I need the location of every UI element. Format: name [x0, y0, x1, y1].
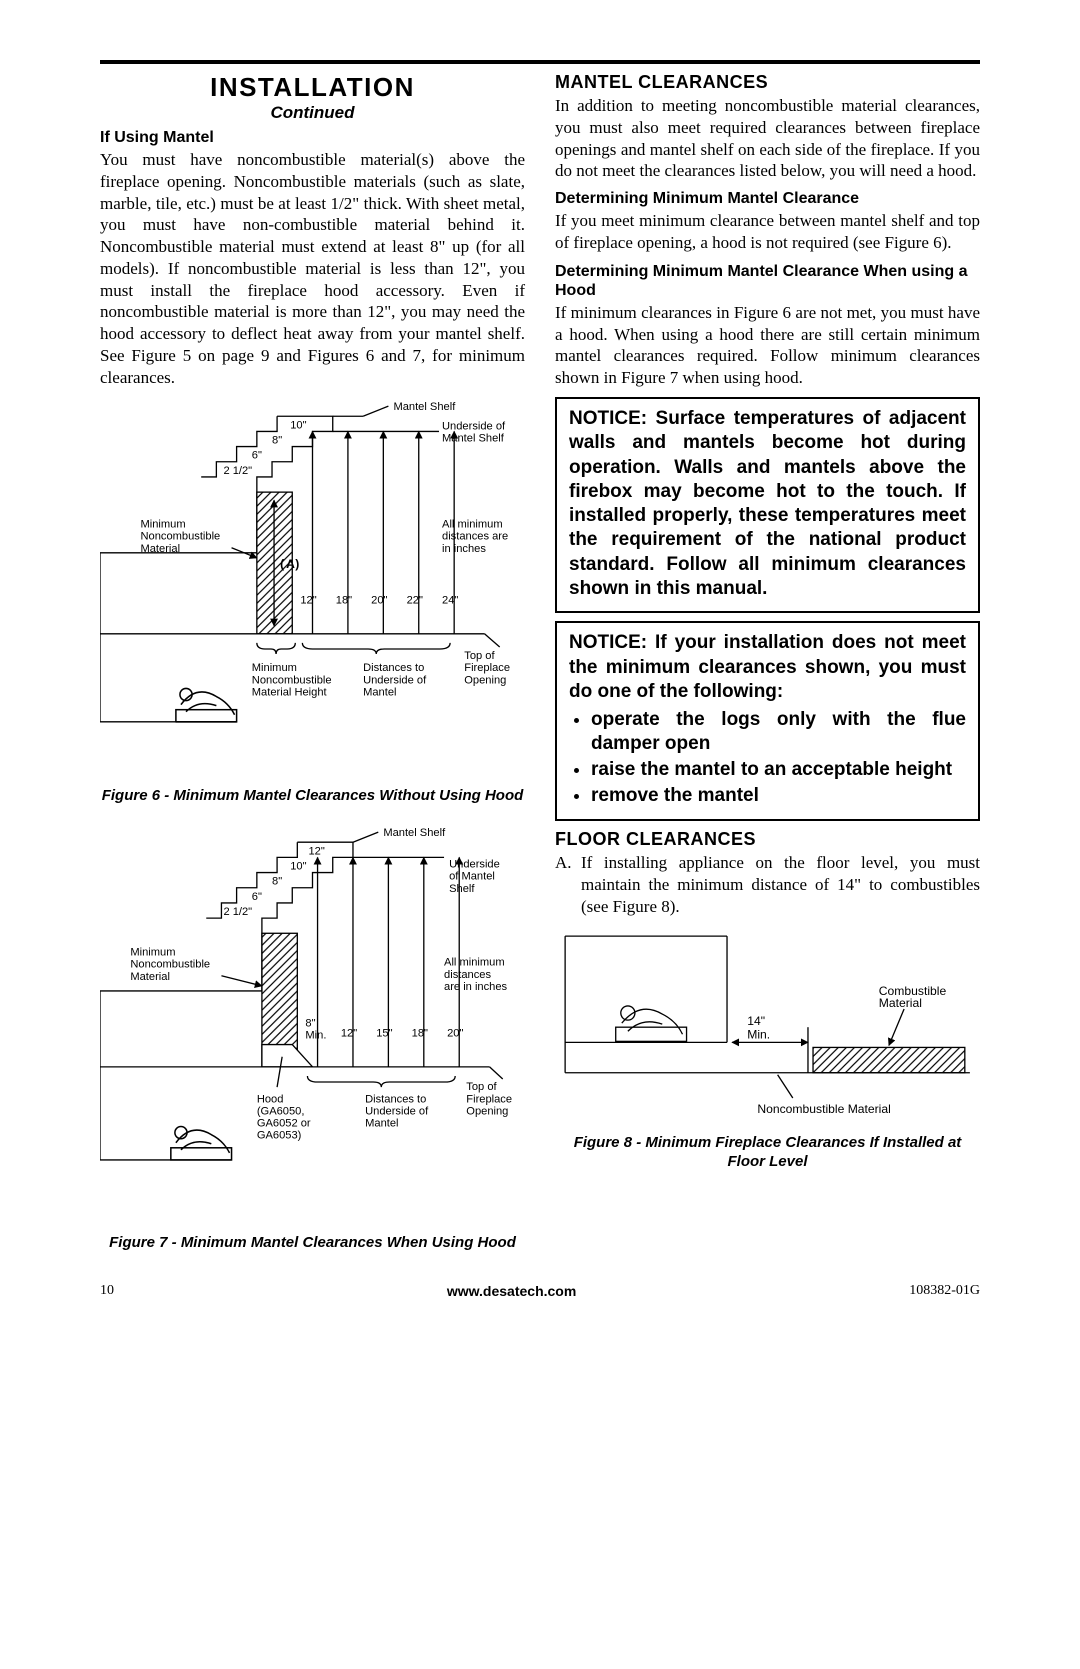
list-marker-a: A.: [555, 852, 581, 917]
fig6-minheight-2: Noncombustible: [252, 675, 332, 687]
notice-box-1: NOTICE: Surface temperatures of adjacent…: [555, 397, 980, 614]
figure-8-diagram: 14" Min. Combustible Material Noncombust…: [555, 926, 980, 1128]
fig7-minnoncomb-1: Minimum: [130, 946, 175, 958]
fig7-step-1: 10": [290, 860, 306, 872]
fig7-allmin-2: distances: [444, 968, 491, 980]
fig6-distto-1: Distances to: [363, 662, 424, 674]
figure-6-caption: Figure 6 - Minimum Mantel Clearances Wit…: [100, 787, 525, 806]
fig8-dim-2: Min.: [747, 1027, 770, 1041]
fig7-step-3: 6": [252, 890, 262, 902]
floor-clearance-item-a: A. If installing appliance on the floor …: [555, 852, 980, 917]
right-column: MANTEL CLEARANCES In addition to meeting…: [555, 72, 980, 1253]
paragraph-if-using-mantel: You must have noncombustible material(s)…: [100, 149, 525, 388]
fig7-step-0: 12": [308, 845, 324, 857]
fig7-minnoncomb-3: Material: [130, 970, 170, 982]
two-column-layout: INSTALLATION Continued If Using Mantel Y…: [100, 72, 980, 1253]
fig6-underside-1: Underside of: [442, 421, 506, 433]
para-det-min-mantel: If you meet minimum clearance between ma…: [555, 210, 980, 254]
fig7-d3: 18": [412, 1027, 428, 1039]
fig6-underside-2: Mantel Shelf: [442, 433, 505, 445]
subhead-if-using-mantel: If Using Mantel: [100, 129, 525, 147]
para-mantel-clearances: In addition to meeting noncombustible ma…: [555, 95, 980, 182]
fig6-a-label: A: [286, 557, 295, 571]
figure-7-diagram: 12" 10" 8" 6" 2 1/2" Mantel Shelf Unders…: [100, 824, 525, 1229]
fig7-distto-3: Mantel: [365, 1117, 398, 1129]
subhead-det-min-mantel: Determining Minimum Mantel Clearance: [555, 190, 980, 208]
fig7-d0b: Min.: [305, 1029, 326, 1041]
notice-box-2: NOTICE: If your installation does not me…: [555, 621, 980, 821]
section-floor-clearances: FLOOR CLEARANCES: [555, 829, 980, 850]
fig7-allmin-3: are in inches: [444, 980, 508, 992]
footer-url: www.desatech.com: [447, 1283, 576, 1299]
fig6-distto-3: Mantel: [363, 687, 396, 699]
notice-2-bullet-1: operate the logs only with the flue damp…: [591, 708, 966, 756]
page-heading: INSTALLATION: [100, 72, 525, 103]
notice-1-text: NOTICE: Surface temperatures of adjacent…: [569, 407, 966, 602]
fig6-minheight-3: Material Height: [252, 687, 328, 699]
fig6-d4: 24": [442, 595, 458, 607]
fig7-underside-2: of Mantel: [449, 870, 495, 882]
fig8-dim-1: 14": [747, 1014, 765, 1028]
fig8-comb-2: Material: [879, 996, 922, 1010]
fig7-hood-4: GA6053): [257, 1129, 302, 1141]
svg-text:): ): [295, 557, 299, 571]
fig6-minnoncomb-2: Noncombustible: [140, 531, 220, 543]
page-number: 10: [100, 1283, 114, 1299]
notice-2-bullet-3: remove the mantel: [591, 784, 966, 808]
fig7-step-2: 8": [272, 875, 282, 887]
fig6-topopen-1: Top of: [464, 650, 495, 662]
fig7-d0a: 8": [305, 1017, 315, 1029]
floor-clearance-text: If installing appliance on the floor lev…: [581, 852, 980, 917]
fig7-distto-1: Distances to: [365, 1093, 426, 1105]
fig6-minheight-1: Minimum: [252, 662, 297, 674]
fig7-hood-1: Hood: [257, 1093, 284, 1105]
fig7-underside-3: Shelf: [449, 882, 475, 894]
figure-8-caption: Figure 8 - Minimum Fireplace Clearances …: [555, 1134, 980, 1172]
fig6-allmin-1: All minimum: [442, 519, 503, 531]
fig6-d1: 18": [336, 595, 352, 607]
page-footer: 10 www.desatech.com 108382-01G: [100, 1277, 980, 1299]
fig6-step-1: 8": [272, 435, 282, 447]
fig6-distto-2: Underside of: [363, 675, 427, 687]
subhead-det-min-hood: Determining Minimum Mantel Clearance Whe…: [555, 262, 980, 300]
fig7-topopen-2: Fireplace: [466, 1093, 512, 1105]
fig7-allmin-1: All minimum: [444, 956, 505, 968]
fig7-minnoncomb-2: Noncombustible: [130, 958, 210, 970]
notice-2-bullet-2: raise the mantel to an acceptable height: [591, 758, 966, 782]
figure-6-diagram: 10" 8" 6" 2 1/2" Mantel Shelf Underside …: [100, 396, 525, 781]
fig7-hood-2: (GA6050,: [257, 1105, 305, 1117]
left-column: INSTALLATION Continued If Using Mantel Y…: [100, 72, 525, 1253]
doc-code: 108382-01G: [909, 1283, 980, 1299]
fig6-allmin-2: distances are: [442, 531, 508, 543]
fig6-allmin-3: in inches: [442, 543, 486, 555]
fig8-noncomb: Noncombustible Material: [757, 1102, 890, 1116]
fig6-step-3: 2 1/2": [223, 465, 252, 477]
fig6-mantel-shelf-label: Mantel Shelf: [393, 401, 456, 413]
fig7-d4: 20": [447, 1027, 463, 1039]
para-det-min-hood: If minimum clearances in Figure 6 are no…: [555, 302, 980, 389]
fig6-d3: 22": [407, 595, 423, 607]
continued-label: Continued: [100, 103, 525, 123]
fig6-minnoncomb-1: Minimum: [140, 519, 185, 531]
fig7-distto-2: Underside of: [365, 1105, 429, 1117]
fig6-d0: 12": [300, 595, 316, 607]
notice-2-lead: NOTICE: If your installation does not me…: [569, 631, 966, 704]
fig7-step-4: 2 1/2": [223, 906, 252, 918]
fig6-minnoncomb-3: Material: [140, 543, 180, 555]
fig7-hood-3: GA6052 or: [257, 1117, 311, 1129]
fig6-d2: 20": [371, 595, 387, 607]
figure-7-caption: Figure 7 - Minimum Mantel Clearances Whe…: [100, 1234, 525, 1253]
fig7-underside-1: Underside: [449, 858, 500, 870]
fig7-topopen-1: Top of: [466, 1081, 497, 1093]
fig7-d1: 12": [341, 1027, 357, 1039]
fig6-topopen-2: Fireplace: [464, 662, 510, 674]
fig7-mantel-shelf-label: Mantel Shelf: [383, 827, 446, 839]
fig6-step-2: 6": [252, 450, 262, 462]
fig7-d2: 15": [376, 1027, 392, 1039]
fig6-step-0: 10": [290, 420, 306, 432]
section-mantel-clearances: MANTEL CLEARANCES: [555, 72, 980, 93]
fig6-topopen-3: Opening: [464, 675, 506, 687]
fig7-topopen-3: Opening: [466, 1105, 508, 1117]
top-rule: [100, 60, 980, 64]
